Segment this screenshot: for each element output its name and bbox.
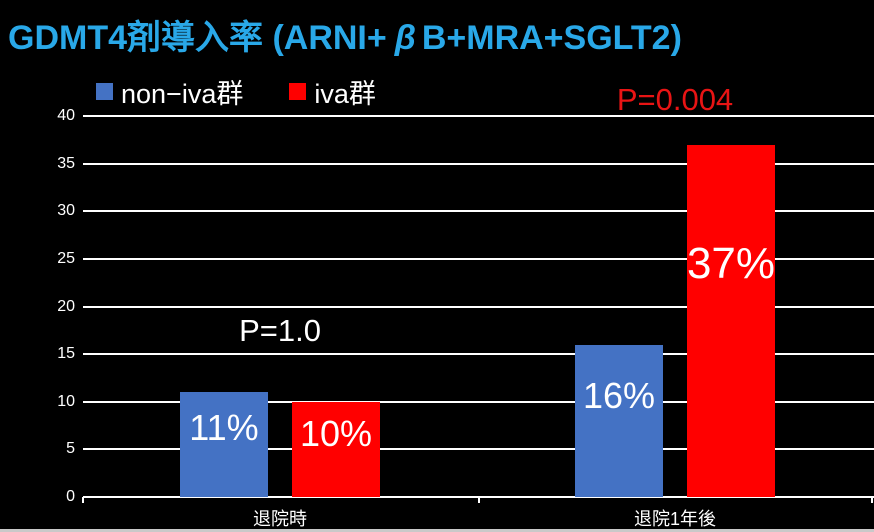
gridline-40 [83,115,874,117]
x-axis-tick-2 [871,497,873,503]
legend: non−iva群 iva群 [96,72,376,111]
legend-swatch-non-iva [96,83,113,100]
iva-bar-label-group1: 10% [299,413,373,455]
legend-item-non-iva: non−iva群 [96,72,243,111]
legend-item-iva: iva群 [289,72,376,111]
iva-bar-group1 [292,401,380,497]
non-iva-bar-group1 [180,392,268,497]
legend-label-iva: iva群 [314,79,376,109]
y-axis-tick-label-20: 20 [57,297,75,315]
gridline-35 [83,162,874,165]
non-iva-bar-group2 [575,344,663,497]
gridline-25 [83,257,874,260]
gridline-30 [83,210,874,213]
gridline-15 [83,353,874,356]
non-iva-bar-label-group2: 16% [582,375,656,417]
legend-swatch-iva [289,83,307,100]
p-value-annotation-2: P=0.004 [616,82,734,117]
chart-title-beta: β [394,19,416,57]
legend-label-non-iva: non−iva群 [121,79,244,109]
x-axis-tick-0 [82,497,84,503]
chart-title-prefix: GDMT4剤導入率 (ARNI+ [8,19,387,57]
x-axis-category-label-1: 退院時 [253,509,307,529]
non-iva-bar-label-group1: 11% [189,406,259,448]
y-axis-tick-label-5: 5 [66,440,75,458]
p-value-annotation-1: P=1.0 [239,313,321,348]
y-axis-tick-label-25: 25 [57,249,75,267]
y-axis-tick-label-10: 10 [57,392,75,410]
gridline-5 [83,448,874,451]
iva-bar-label-group2: 37% [686,239,776,289]
y-axis-tick-label-30: 30 [57,202,75,220]
y-axis-tick-label-35: 35 [57,154,75,172]
chart-title-suffix: B+MRA+SGLT2) [421,19,682,57]
y-axis-tick-label-40: 40 [57,107,75,124]
x-axis-category-label-2: 退院1年後 [633,509,717,529]
y-axis-tick-label-15: 15 [57,345,75,363]
y-axis-tick-label-0: 0 [66,488,75,505]
chart-title: GDMT4剤導入率 (ARNI+ β B+MRA+SGLT2) [8,10,682,59]
gridline-20 [83,305,874,308]
iva-bar-group2 [687,144,775,497]
gridline-10 [83,400,874,403]
x-axis-tick-1 [478,497,480,503]
slide-bottom-border [0,529,874,532]
